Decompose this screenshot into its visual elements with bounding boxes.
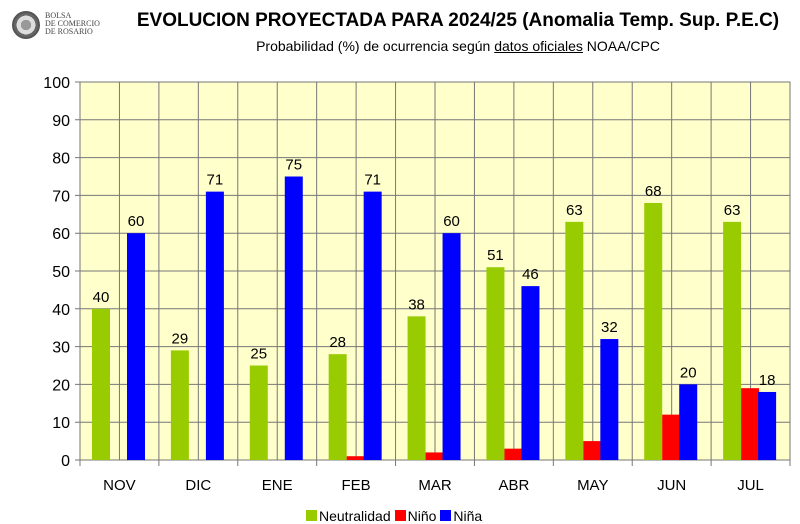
data-label: 60	[128, 213, 145, 230]
logo-text: BOLSA DE COMERCIO DE ROSARIO	[45, 11, 100, 36]
data-label: 28	[329, 334, 346, 351]
seal-icon	[12, 11, 40, 39]
bar-niña	[600, 339, 619, 460]
legend-swatch	[306, 510, 317, 521]
bar-neutralidad	[170, 350, 189, 460]
x-tick-label: ENE	[262, 477, 293, 494]
x-tick-label: JUL	[737, 477, 764, 494]
bar-neutralidad	[644, 202, 663, 460]
data-label: 18	[759, 372, 776, 389]
data-label: 46	[522, 266, 539, 283]
bar-niño	[741, 388, 760, 460]
x-tick-label: MAR	[418, 477, 452, 494]
bar-neutralidad	[92, 308, 110, 460]
chart-subtitle: Probabilidad (%) de ocurrencia según dat…	[128, 38, 788, 54]
x-tick-label: NOV	[103, 477, 136, 494]
y-tick-label: 90	[52, 113, 70, 130]
data-label: 75	[285, 157, 302, 174]
y-tick-label: 80	[52, 151, 70, 168]
bar-niña	[679, 384, 698, 460]
data-label: 51	[487, 247, 504, 264]
bar-neutralidad	[565, 221, 584, 460]
data-label: 40	[93, 289, 110, 306]
bar-niño	[662, 414, 681, 460]
data-label: 32	[601, 319, 618, 336]
y-tick-label: 30	[52, 340, 70, 357]
legend-label: Neutralidad	[319, 508, 391, 524]
y-tick-label: 0	[61, 453, 70, 470]
subtitle-link: datos oficiales	[494, 38, 583, 54]
data-label: 68	[645, 183, 662, 200]
bar-niño	[504, 448, 523, 460]
legend-label: Niño	[407, 508, 437, 524]
data-label: 71	[364, 172, 381, 189]
bar-niña	[127, 233, 145, 460]
legend-swatch	[440, 510, 452, 521]
y-tick-label: 20	[52, 377, 70, 394]
bar-niña	[521, 286, 540, 460]
data-label: 29	[172, 330, 189, 347]
data-label: 63	[724, 202, 741, 219]
bar-neutralidad	[407, 316, 426, 460]
data-label: 71	[207, 172, 224, 189]
data-label: 60	[443, 213, 460, 230]
bar-niña	[205, 191, 224, 460]
bar-niña	[284, 176, 303, 460]
data-label: 38	[408, 296, 425, 313]
y-tick-label: 40	[52, 302, 70, 319]
x-tick-label: JUN	[657, 477, 686, 494]
bar-neutralidad	[723, 221, 742, 460]
y-tick-label: 50	[52, 264, 70, 281]
legend-item: Niña	[440, 508, 482, 524]
data-label: 20	[680, 364, 697, 381]
x-tick-label: FEB	[342, 477, 371, 494]
bar-niña	[442, 233, 461, 460]
subtitle-text: Probabilidad (%) de ocurrencia según	[256, 38, 495, 54]
legend-item: Neutralidad	[306, 508, 391, 524]
y-tick-label: 100	[43, 75, 70, 92]
y-tick-label: 70	[52, 188, 70, 205]
bar-niña	[758, 391, 777, 460]
bolsa-comercio-rosario-logo: BOLSA DE COMERCIO DE ROSARIO	[10, 10, 110, 44]
chart-title: EVOLUCION PROYECTADA PARA 2024/25 (Anoma…	[136, 10, 780, 31]
legend-swatch	[394, 510, 406, 521]
legend-item: Niño	[394, 508, 437, 524]
bar-neutralidad	[328, 354, 347, 460]
subtitle-source: NOAA/CPC	[582, 38, 660, 54]
y-tick-label: 60	[52, 226, 70, 243]
bar-niña	[363, 191, 382, 460]
legend-label: Niña	[453, 508, 483, 524]
data-label: 25	[250, 346, 267, 363]
data-label: 63	[566, 202, 583, 219]
bar-neutralidad	[249, 365, 268, 460]
y-tick-label: 10	[52, 415, 70, 432]
x-tick-label: ABR	[498, 477, 529, 494]
x-tick-label: MAY	[577, 477, 608, 494]
x-tick-label: DIC	[185, 477, 211, 494]
legend: Neutralidad Niño Niña	[306, 508, 482, 524]
bar-niño	[583, 441, 602, 460]
bar-neutralidad	[486, 267, 505, 460]
bar-niño	[425, 452, 444, 460]
bar-niño	[346, 456, 365, 460]
